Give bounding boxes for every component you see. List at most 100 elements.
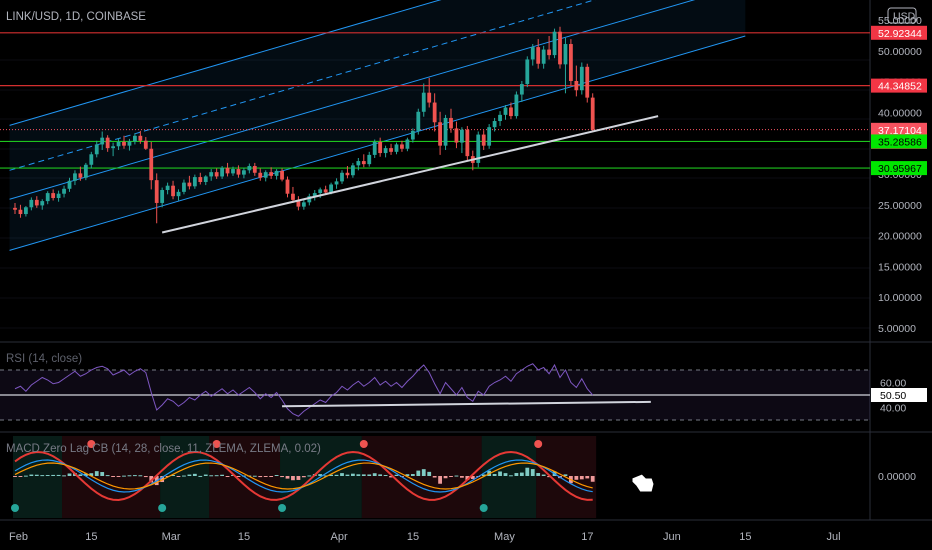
macd-histogram-bar <box>182 475 186 477</box>
macd-histogram-bar <box>563 474 568 476</box>
candle-body <box>40 201 45 206</box>
macd-histogram-bar <box>438 476 442 484</box>
macd-histogram-bar <box>62 475 66 477</box>
macd-histogram-bar <box>525 467 530 476</box>
candle-body <box>410 130 415 140</box>
macd-histogram-bar <box>105 475 110 477</box>
macd-histogram-bar <box>67 473 72 476</box>
macd-histogram-bar <box>509 475 513 477</box>
candle-body <box>400 144 404 149</box>
candle-body <box>460 129 464 143</box>
price-axis-tick: 5.00000 <box>878 323 916 335</box>
candle-body <box>427 92 432 103</box>
candle-body <box>62 188 66 194</box>
candle-body <box>209 172 214 177</box>
macd-histogram-bar <box>579 476 584 480</box>
candle-body <box>389 148 393 152</box>
candle-body <box>225 167 230 174</box>
price-axis-tick: 50.00000 <box>878 46 922 58</box>
candle-body <box>541 49 546 64</box>
macd-histogram-bar <box>149 476 154 483</box>
macd-histogram-bar <box>389 476 393 478</box>
macd-histogram-bar <box>574 476 579 480</box>
price-label-box <box>871 78 927 93</box>
macd-histogram-bar <box>340 473 344 476</box>
macd-histogram-bar <box>138 475 143 477</box>
macd-cross-marker <box>278 504 287 512</box>
macd-pane: MACD Zero Lag CB (14, 28, close, 11, ZLE… <box>6 436 916 518</box>
candle-body <box>579 66 584 91</box>
rsi-value-box <box>871 388 927 402</box>
candle-body <box>345 172 350 176</box>
macd-histogram-bar <box>590 476 595 482</box>
candles <box>13 26 595 224</box>
currency-button-label[interactable]: USD <box>893 11 916 23</box>
candle-body <box>252 165 257 173</box>
candle-body <box>301 202 306 207</box>
macd-histogram-bar <box>356 474 361 476</box>
candle-body <box>383 148 388 154</box>
macd-histogram-bar <box>122 475 126 477</box>
candle-body <box>318 189 323 194</box>
macd-histogram-bar <box>291 476 295 481</box>
candle-body <box>361 161 366 165</box>
candle-body <box>154 180 159 203</box>
price-label-box <box>871 25 927 40</box>
candle-body <box>100 137 105 145</box>
macd-title: MACD Zero Lag CB (14, 28, close, 11, ZLE… <box>6 443 321 455</box>
macd-cross-marker <box>534 440 543 448</box>
candle-body <box>432 102 437 123</box>
candle-body <box>269 172 274 176</box>
candle-body <box>274 170 279 176</box>
candle-body <box>291 193 295 200</box>
macd-histogram-bar <box>296 476 301 480</box>
candle-body <box>73 173 77 181</box>
candle-body <box>94 144 99 155</box>
macd-cross-marker <box>158 504 167 512</box>
channel-lower-line <box>9 35 746 251</box>
macd-histogram-bar <box>83 473 88 476</box>
macd-histogram-bar <box>421 469 426 476</box>
macd-histogram-bar <box>329 474 333 476</box>
candle-body <box>438 122 442 146</box>
macd-histogram-bar <box>547 476 551 478</box>
currency-button[interactable]: USD <box>887 7 917 24</box>
candle-body <box>280 170 284 180</box>
time-axis: Feb 15 Mar 15 Apr 15 May 17 Jun 15 Jul <box>9 531 841 543</box>
candle-body <box>171 185 175 197</box>
candle-body <box>111 146 115 149</box>
macd-histogram-bar <box>410 474 415 476</box>
pointer-hand-icon <box>631 473 655 493</box>
candle-body <box>296 199 301 207</box>
candle-body <box>165 185 170 191</box>
macd-histogram-bar <box>351 473 355 476</box>
macd-histogram-bar <box>492 474 497 476</box>
macd-histogram-bar <box>378 474 383 476</box>
currency-button-frame[interactable] <box>887 7 917 24</box>
price-axis-tick: 40.00000 <box>878 107 922 119</box>
price-label-box <box>871 161 927 176</box>
macd-histogram-bar <box>187 474 192 476</box>
macd-histogram-bar <box>503 473 508 476</box>
macd-histogram-bar <box>334 474 339 476</box>
price-label-text: 35.28586 <box>878 136 922 148</box>
time-axis-tick: 15 <box>238 531 250 543</box>
candle-body <box>24 207 28 215</box>
macd-histogram-bar <box>416 470 421 476</box>
candle-body <box>56 193 61 199</box>
time-axis-tick: May <box>494 531 515 543</box>
macd-histogram-bar <box>460 476 464 478</box>
time-axis-tick: 15 <box>407 531 419 543</box>
candle-body <box>519 84 524 95</box>
macd-histogram-bar <box>94 471 99 476</box>
candle-body <box>247 165 252 171</box>
macd-histogram-bar <box>432 476 437 478</box>
candle-body <box>67 180 72 189</box>
candle-body <box>481 134 486 146</box>
candle-body <box>182 182 186 192</box>
macd-histogram-bar <box>18 476 23 477</box>
candle-body <box>574 80 579 91</box>
macd-histogram-bar <box>285 476 290 479</box>
macd-histogram-bar <box>263 476 268 477</box>
